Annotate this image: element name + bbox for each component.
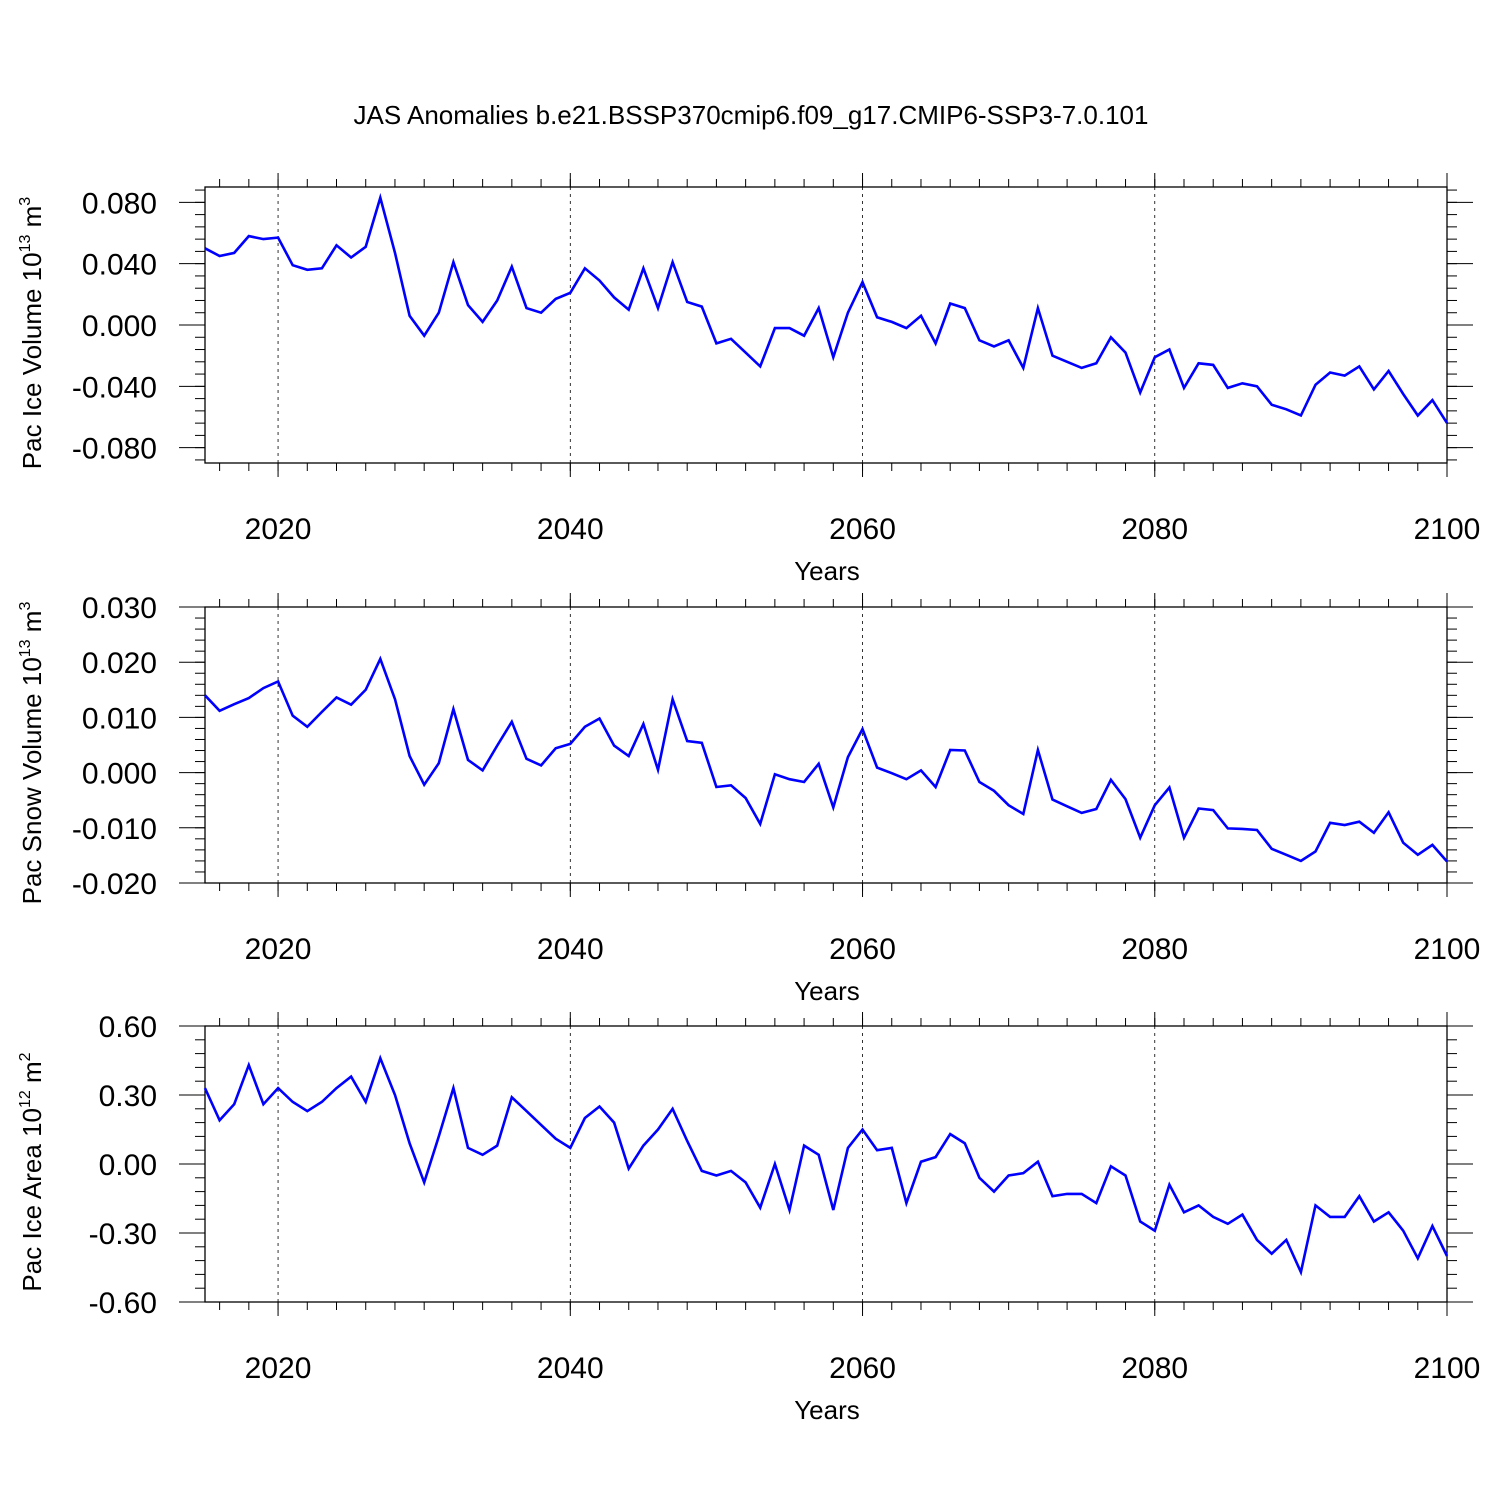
y-tick-label: -0.30 xyxy=(89,1218,157,1251)
panel-ice-area: 2020 2040 2060 2080 2100 -0.60 -0.30 0.00 0.30 0.… xyxy=(17,1011,1480,1425)
y-axis-label: Pac Ice Area 1012 m2 xyxy=(17,1052,47,1291)
panel-ice-volume: 2020 2040 2060 2080 2100 -0.080 -0.040 0.000 0.0… xyxy=(17,173,1480,586)
y-tick-label: 0.010 xyxy=(82,702,157,735)
y-tick-label: 0.030 xyxy=(82,592,157,625)
x-tick-label: 2020 xyxy=(245,1352,312,1385)
x-tick-label: 2060 xyxy=(829,1352,896,1385)
y-axis-label: Pac Ice Volume 1013 m3 xyxy=(17,197,47,470)
x-tick-label: 2020 xyxy=(245,933,312,966)
y-tick-label: 0.000 xyxy=(82,758,157,791)
y-tick-label: 0.020 xyxy=(82,647,157,680)
y-axis-label-exp: 13 xyxy=(17,234,34,252)
plot-frame xyxy=(204,186,1448,464)
y-axis-label-prefix: Pac Ice Volume 10 xyxy=(17,252,47,469)
y-axis-label-exp: 13 xyxy=(17,639,34,657)
x-tick-label: 2080 xyxy=(1121,1352,1188,1385)
y-tick-label: -0.60 xyxy=(89,1287,157,1320)
x-tick-label: 2080 xyxy=(1121,513,1188,546)
data-series-line xyxy=(204,655,1448,863)
x-tick-label: 2100 xyxy=(1414,513,1481,546)
x-axis-label: Years xyxy=(794,1395,860,1425)
x-tick-label: 2040 xyxy=(537,933,604,966)
y-tick-label: -0.080 xyxy=(72,433,157,466)
plot-frame xyxy=(204,1025,1448,1303)
x-tick-label: 2040 xyxy=(537,513,604,546)
y-tick-label: 0.000 xyxy=(82,310,157,343)
x-tick-label: 2040 xyxy=(537,1352,604,1385)
data-series-line xyxy=(203,1054,1449,1277)
y-tick-label: -0.040 xyxy=(72,371,157,404)
plot-frame xyxy=(204,606,1448,884)
x-tick-label: 2080 xyxy=(1121,933,1188,966)
y-tick-label: -0.020 xyxy=(72,868,157,901)
x-axis-label: Years xyxy=(794,976,860,1006)
y-tick-label: 0.040 xyxy=(82,249,157,282)
y-axis-label-prefix: Pac Snow Volume 10 xyxy=(17,657,47,904)
y-axis-label-exp: 12 xyxy=(17,1090,34,1108)
y-axis-label-unit_exp: 3 xyxy=(17,197,34,206)
y-axis-label-unit_exp: 3 xyxy=(17,602,34,611)
y-axis-label-prefix: Pac Ice Area 10 xyxy=(17,1108,47,1292)
x-axis-label: Years xyxy=(794,556,860,586)
y-axis-label-unit: m xyxy=(17,611,47,640)
x-tick-label: 2020 xyxy=(245,513,312,546)
data-series-line xyxy=(204,192,1449,424)
y-tick-label: -0.010 xyxy=(72,813,157,846)
x-tick-label: 2060 xyxy=(829,933,896,966)
panel-snow-volume: 2020 2040 2060 2080 2100 -0.020 -0.010 0.000 0.0… xyxy=(17,592,1480,1006)
y-tick-label: 0.60 xyxy=(99,1011,157,1044)
x-tick-label: 2100 xyxy=(1414,933,1481,966)
y-tick-label: 0.080 xyxy=(82,187,157,220)
y-axis-label: Pac Snow Volume 1013 m3 xyxy=(17,602,47,905)
y-tick-label: 0.00 xyxy=(99,1149,157,1182)
y-axis-label-unit_exp: 2 xyxy=(17,1052,34,1061)
x-tick-label: 2060 xyxy=(829,513,896,546)
chart-title: JAS Anomalies b.e21.BSSP370cmip6.f09_g17… xyxy=(354,100,1149,130)
y-axis-label-unit: m xyxy=(17,1061,47,1090)
y-tick-label: 0.30 xyxy=(99,1080,157,1113)
y-axis-label-unit: m xyxy=(17,206,47,235)
x-tick-label: 2100 xyxy=(1414,1352,1481,1385)
